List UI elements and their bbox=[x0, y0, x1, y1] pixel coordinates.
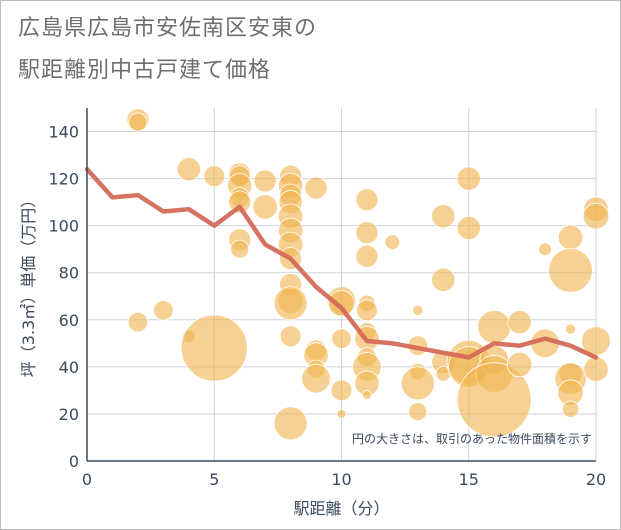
y-tick-label: 0 bbox=[69, 452, 79, 471]
bubble-point bbox=[456, 215, 481, 241]
bubble-point bbox=[507, 310, 532, 335]
bubble-point bbox=[355, 244, 379, 268]
average-line bbox=[84, 166, 599, 360]
bubble-point bbox=[408, 402, 428, 422]
x-axis-title: 駅距離（分） bbox=[293, 499, 389, 518]
bubble-point bbox=[548, 248, 593, 293]
bubble-point bbox=[273, 286, 308, 321]
bubble-point bbox=[328, 290, 355, 317]
bubble-point bbox=[252, 194, 278, 220]
x-tick-label: 5 bbox=[209, 470, 219, 489]
y-tick-label: 20 bbox=[59, 405, 79, 424]
size-annotation: 円の大きさは、取引のあった物件面積を示す bbox=[352, 431, 592, 446]
bubble-point bbox=[273, 406, 308, 441]
bubble-point bbox=[153, 300, 174, 321]
bubble-point bbox=[355, 188, 379, 212]
bubble-point bbox=[456, 362, 532, 438]
x-tick-label: 10 bbox=[331, 470, 351, 489]
bubble-point bbox=[431, 267, 456, 292]
bubble-point bbox=[582, 203, 610, 230]
x-tick-label: 0 bbox=[82, 470, 92, 489]
bubble-point bbox=[583, 356, 609, 382]
y-tick-label: 100 bbox=[48, 217, 79, 236]
x-tick-label: 15 bbox=[459, 470, 479, 489]
bubble-point bbox=[362, 390, 372, 401]
y-tick-label: 60 bbox=[59, 311, 79, 330]
y-tick-label: 120 bbox=[48, 170, 79, 189]
bubble-point bbox=[564, 323, 577, 335]
y-tick-label: 80 bbox=[59, 264, 79, 283]
bubble-point bbox=[180, 314, 248, 382]
bubble-point bbox=[228, 190, 252, 214]
bubble-point bbox=[538, 242, 552, 257]
y-tick-label: 40 bbox=[59, 358, 79, 377]
bubble-point bbox=[412, 304, 424, 317]
bubble-point bbox=[384, 234, 401, 250]
bubble-point bbox=[456, 166, 481, 191]
bubble-point bbox=[203, 165, 226, 188]
bubble-point bbox=[128, 112, 148, 132]
bubble-point bbox=[561, 400, 580, 418]
bubble-point bbox=[176, 157, 201, 182]
bubble-point bbox=[506, 351, 533, 378]
bubble-point bbox=[477, 309, 512, 344]
x-tick-label: 20 bbox=[586, 470, 606, 489]
bubble-point bbox=[301, 363, 331, 394]
chart-title-line-1: 広島県広島市安佐南区安東の bbox=[18, 16, 318, 41]
bubble-point bbox=[304, 176, 328, 200]
bubble-point bbox=[557, 224, 584, 251]
chart-title-line-2: 駅距離別中古戸建て価格 bbox=[18, 58, 272, 83]
bubble-point bbox=[127, 311, 149, 333]
bubble-point bbox=[431, 204, 456, 229]
bubble-point bbox=[253, 169, 277, 193]
bubble-point bbox=[400, 366, 435, 401]
bubble-point bbox=[331, 328, 352, 349]
bubble-point bbox=[355, 221, 379, 245]
bubble-point bbox=[336, 409, 347, 419]
y-tick-label: 140 bbox=[48, 123, 79, 142]
bubble-point bbox=[279, 325, 302, 348]
bubble-point bbox=[230, 239, 250, 259]
bubble-point bbox=[330, 379, 353, 402]
bubble-point bbox=[356, 299, 378, 322]
y-axis-title: 坪（3.3㎡）単価（万円） bbox=[19, 192, 38, 377]
